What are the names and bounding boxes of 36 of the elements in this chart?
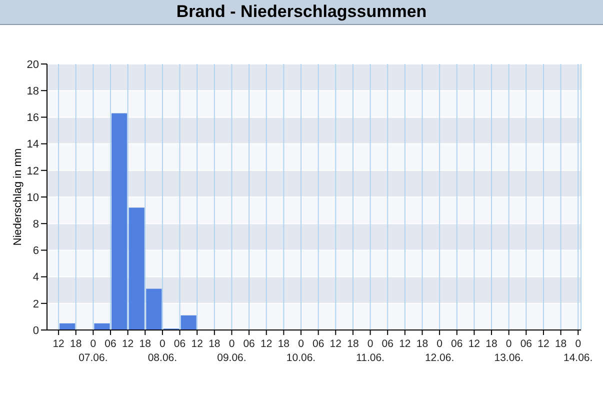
y-tick-label: 10 [26,192,39,204]
y-tick-label: 0 [32,324,39,337]
x-tick-label: 06 [104,338,116,350]
y-tick-label: 6 [32,245,39,258]
x-tick-label: 18 [208,338,220,350]
x-tick-label: 18 [554,338,567,350]
x-tick-label: 12 [122,338,134,350]
x-tick-label: 12 [260,338,272,350]
y-tick-label: 16 [26,112,39,124]
y-tick-label: 12 [26,165,39,178]
y-tick-label: 18 [26,86,39,98]
x-tick-label: 18 [416,338,428,350]
x-tick-label: 12 [538,338,550,350]
x-tick-label: 06 [520,338,532,350]
y-tick-label: 8 [32,218,39,231]
x-tick-label: 06 [243,338,256,350]
x-tick-label: 06 [312,338,324,350]
y-tick-label: 4 [32,272,39,284]
y-tick-label: 2 [32,298,39,310]
chart-title: Brand - Niederschlagssummen [0,0,603,25]
x-tick-label: 12 [191,338,204,350]
x-tick-label: 18 [347,338,359,350]
x-tick-label: 12 [399,338,411,350]
x-tick-label: 06 [382,338,394,350]
x-tick-label: 18 [278,338,290,350]
x-tick-label: 06 [174,338,186,350]
x-tick-label: 06 [451,338,463,350]
x-tick-label: 18 [70,338,82,350]
y-axis-title: Niederschlag in mm [12,148,24,246]
y-tick-label: 20 [26,58,39,71]
x-tick-label: 18 [486,338,498,350]
x-tick-label: 18 [139,338,152,350]
x-tick-label: 12 [330,338,342,350]
y-tick-label: 14 [26,138,39,151]
x-tick-label: 12 [468,338,480,350]
x-tick-label: 12 [52,338,65,350]
